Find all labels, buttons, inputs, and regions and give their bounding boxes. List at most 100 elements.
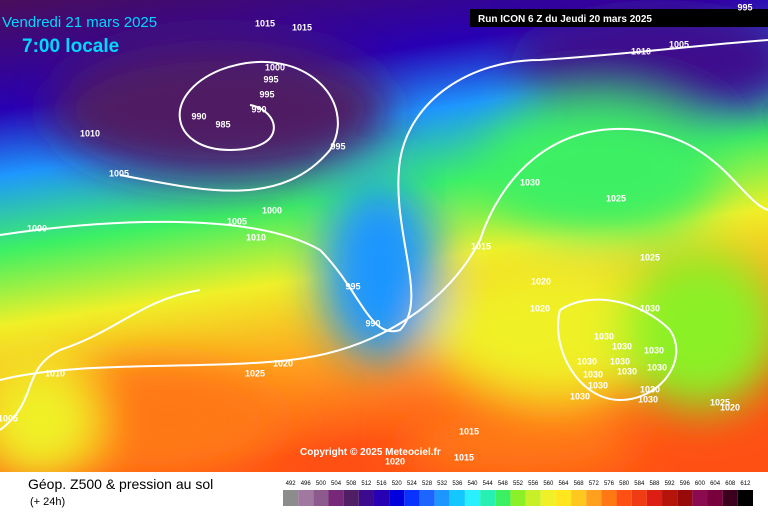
scale-swatch <box>586 490 602 506</box>
scale-label: 596 <box>680 481 691 487</box>
run-banner <box>470 9 768 27</box>
scale-label: 568 <box>574 481 585 487</box>
scale-label: 524 <box>407 481 418 487</box>
scale-label: 556 <box>528 481 539 487</box>
scale-label: 580 <box>619 481 630 487</box>
scale-label: 576 <box>604 481 615 487</box>
isobar-label: 1025 <box>245 368 265 378</box>
isobar-label: 990 <box>191 111 206 121</box>
scale-label: 520 <box>392 481 403 487</box>
scale-label: 492 <box>286 481 297 487</box>
isobar-label: 1030 <box>610 356 630 366</box>
isobar-label: 1010 <box>631 46 651 56</box>
scale-label: 500 <box>316 481 327 487</box>
isobar-label: 1030 <box>612 341 632 351</box>
scale-label: 536 <box>452 481 463 487</box>
isobar-label: 1030 <box>640 303 660 313</box>
scale-swatch <box>464 490 481 506</box>
run-info: Run ICON 6 Z du Jeudi 20 mars 2025 <box>478 14 652 25</box>
legend-subtitle: (+ 24h) <box>30 496 65 508</box>
scale-label: 604 <box>710 481 721 487</box>
isobar-label: 1005 <box>109 168 129 178</box>
scale-swatch <box>540 490 556 506</box>
scale-label: 572 <box>589 481 600 487</box>
isobar-label: 1015 <box>454 452 474 462</box>
scale-label: 540 <box>468 481 479 487</box>
isobar-labels: 1015 1015 1000 995 995 990 990 985 1010 995 1005 10… <box>0 2 753 466</box>
scale-label: 552 <box>513 481 524 487</box>
scale-label: 584 <box>634 481 645 487</box>
isobar-label: 1020 <box>530 303 550 313</box>
scale-swatch <box>722 490 738 506</box>
scale-swatch <box>389 490 405 506</box>
isobar-label: 1020 <box>273 358 293 368</box>
isobar-label: 995 <box>259 89 274 99</box>
scale-swatch <box>480 490 496 506</box>
isobar-label: 1000 <box>27 223 47 233</box>
scale-swatch <box>737 490 753 506</box>
scale-swatch <box>358 490 374 506</box>
scale-label: 532 <box>437 481 448 487</box>
isobar-label: 1015 <box>255 18 275 28</box>
scale-swatch <box>525 490 541 506</box>
isobar-label: 1025 <box>606 193 626 203</box>
isobar-label: 1030 <box>638 394 658 404</box>
scale-swatch <box>343 490 359 506</box>
isobar-label: 1005 <box>0 413 18 423</box>
scale-swatch <box>283 490 299 506</box>
scale-swatch <box>298 490 314 506</box>
scale-label: 560 <box>543 481 554 487</box>
isobar-label: 1030 <box>640 384 660 394</box>
scale-swatch <box>495 490 511 506</box>
scale-swatch <box>510 490 526 506</box>
isobar-label: 1030 <box>588 380 608 390</box>
isobar-label: 1030 <box>570 391 590 401</box>
isobars <box>0 39 768 431</box>
scale-swatch <box>434 490 450 506</box>
forecast-date: Vendredi 21 mars 2025 <box>2 14 157 31</box>
legend-title: Géop. Z500 & pression au sol <box>28 476 213 492</box>
scale-swatch <box>313 490 329 506</box>
scale-label: 508 <box>346 481 357 487</box>
scale-label: 512 <box>361 481 372 487</box>
isobar-label: 990 <box>365 318 380 328</box>
isobar-label: 1030 <box>520 177 540 187</box>
isobar-label: 1030 <box>644 345 664 355</box>
scale-swatch <box>601 490 617 506</box>
isobar-label: 1025 <box>710 397 730 407</box>
isobar-label: 1030 <box>577 356 597 366</box>
scale-label: 612 <box>740 481 751 487</box>
isobar-label: 1030 <box>594 331 614 341</box>
isobar-label: 1020 <box>720 402 740 412</box>
scale-swatch <box>404 490 420 506</box>
scale-label: 548 <box>498 481 509 487</box>
isobar-label: 1020 <box>385 456 405 466</box>
isobar-label: 1010 <box>45 368 65 378</box>
scale-swatch <box>373 490 390 506</box>
isobar-label: 995 <box>345 281 360 291</box>
scale-swatch <box>571 490 587 506</box>
isobar-label: 990 <box>251 104 266 114</box>
isobar-label: 985 <box>215 119 230 129</box>
scale-label: 544 <box>483 481 494 487</box>
scale-swatch <box>631 490 647 506</box>
isobar-label: 1020 <box>531 276 551 286</box>
scale-swatch <box>707 490 723 506</box>
scale-label: 528 <box>422 481 433 487</box>
scale-swatch <box>419 490 435 506</box>
color-scale: 492 496 500 504 508 512 516 520 524 528 532 536 540 5… <box>283 481 753 506</box>
scale-swatch <box>677 490 693 506</box>
scale-label: 516 <box>377 481 388 487</box>
scale-swatch <box>449 490 465 506</box>
isobar-label: 995 <box>263 74 278 84</box>
isobar-label: 1030 <box>647 362 667 372</box>
scale-label: 588 <box>649 481 660 487</box>
isobar-label: 1015 <box>459 426 479 436</box>
scale-label: 600 <box>695 481 706 487</box>
scale-label: 592 <box>665 481 676 487</box>
scale-swatch <box>328 490 344 506</box>
isobar-label: 1005 <box>227 216 247 226</box>
field-blobs <box>0 0 768 480</box>
isobar-label: 995 <box>737 2 752 12</box>
